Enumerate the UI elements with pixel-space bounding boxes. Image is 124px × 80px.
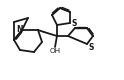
Text: OH: OH bbox=[49, 48, 61, 54]
Text: S: S bbox=[71, 18, 77, 28]
Text: S: S bbox=[88, 42, 94, 52]
Text: N: N bbox=[16, 24, 22, 34]
